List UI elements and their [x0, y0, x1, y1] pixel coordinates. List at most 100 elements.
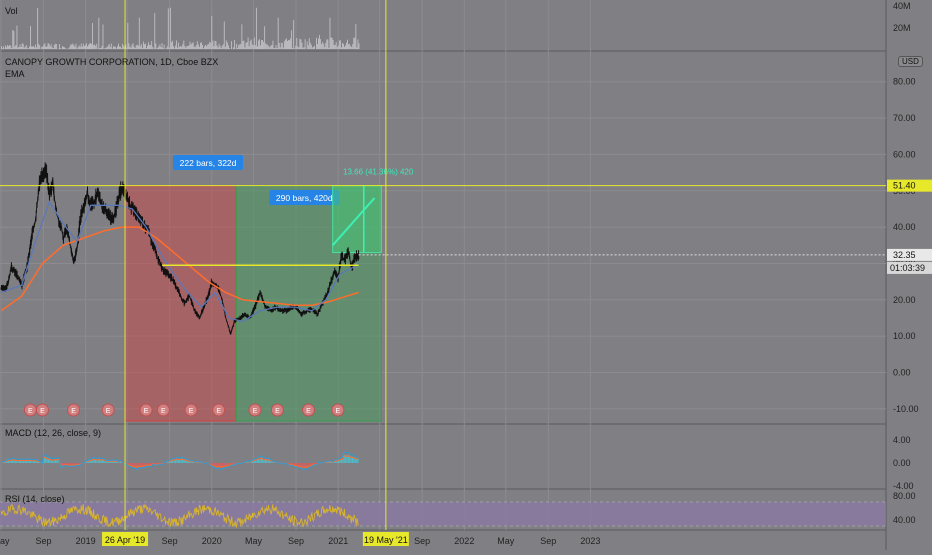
- volume-bar: [147, 46, 148, 49]
- x-tick-label: 2022: [454, 536, 474, 546]
- volume-bar: [45, 43, 46, 49]
- volume-bar: [317, 44, 318, 49]
- volume-bar: [47, 46, 48, 49]
- volume-bar: [140, 46, 141, 49]
- volume-bar: [144, 44, 145, 49]
- rsi-tick-label: 80.00: [893, 491, 916, 501]
- volume-bar: [74, 45, 75, 49]
- ema-indicator-label[interactable]: EMA: [5, 69, 25, 79]
- volume-bar: [313, 47, 314, 49]
- volume-bar: [162, 43, 163, 49]
- volume-bar: [341, 47, 342, 49]
- volume-bar: [65, 48, 66, 49]
- volume-bar: [55, 44, 56, 49]
- volume-bar: [53, 48, 54, 49]
- volume-bar: [286, 39, 287, 49]
- volume-bar: [164, 45, 165, 49]
- volume-bar: [6, 47, 7, 49]
- volume-bar: [347, 40, 348, 49]
- y-tick-label: -10.00: [893, 404, 919, 414]
- volume-bar: [196, 45, 197, 49]
- volume-bar: [82, 46, 83, 49]
- volume-bar: [220, 46, 221, 49]
- volume-bar: [112, 48, 113, 49]
- volume-bar: [25, 47, 26, 49]
- volume-bar: [132, 45, 133, 49]
- volume-bar: [171, 42, 172, 49]
- macd-histogram-bar: [358, 458, 359, 463]
- earnings-marker-label: E: [189, 408, 194, 415]
- volume-bar: [102, 46, 103, 49]
- volume-bar: [96, 44, 97, 49]
- volume-bar: [236, 44, 237, 49]
- volume-bar: [10, 46, 11, 49]
- volume-bar: [178, 43, 179, 49]
- volume-bar: [89, 44, 90, 49]
- volume-bar: [281, 43, 282, 49]
- volume-bar: [261, 40, 262, 49]
- volume-bar: [101, 48, 102, 49]
- volume-bar: [346, 43, 347, 49]
- volume-bar: [256, 8, 257, 49]
- volume-bar: [50, 46, 51, 49]
- volume-bar: [249, 46, 250, 49]
- volume-label[interactable]: Vol: [5, 6, 18, 16]
- volume-bar: [352, 44, 353, 49]
- rsi-label[interactable]: RSI (14, close): [5, 494, 65, 504]
- volume-bar: [94, 44, 95, 49]
- volume-bar: [93, 45, 94, 49]
- volume-bar: [68, 48, 69, 49]
- volume-bar: [273, 41, 274, 49]
- volume-bar: [86, 43, 87, 49]
- volume-bar: [106, 48, 107, 49]
- volume-bar: [265, 43, 266, 49]
- volume-bar: [254, 38, 255, 49]
- y-tick-label: 40.00: [893, 222, 916, 232]
- volume-bar: [338, 45, 339, 49]
- earnings-marker-label: E: [40, 408, 45, 415]
- volume-bar: [18, 48, 19, 49]
- volume-bar: [73, 43, 74, 49]
- volume-bar: [99, 48, 100, 49]
- volume-bar: [113, 46, 114, 49]
- volume-bar: [312, 48, 313, 49]
- volume-bar: [359, 43, 360, 49]
- volume-bar: [221, 48, 222, 49]
- volume-bar: [197, 41, 198, 49]
- macd-label[interactable]: MACD (12, 26, close, 9): [5, 428, 101, 438]
- range-label: 290 bars, 420d: [276, 193, 333, 203]
- volume-bar: [311, 45, 312, 49]
- y-tick-label: 80.00: [893, 77, 916, 87]
- volume-bar: [138, 45, 139, 49]
- volume-bar: [27, 48, 28, 49]
- volume-bar: [330, 18, 331, 49]
- x-tick-label: May: [0, 536, 10, 546]
- volume-bar: [146, 48, 147, 49]
- volume-bar: [205, 45, 206, 49]
- volume-bar: [319, 35, 320, 49]
- volume-bar: [301, 39, 302, 49]
- volume-bar: [159, 46, 160, 49]
- volume-bar: [252, 44, 253, 49]
- volume-bar: [336, 42, 337, 49]
- volume-bar: [211, 16, 212, 49]
- x-tick-label: 2020: [202, 536, 222, 546]
- volume-bar: [287, 41, 288, 49]
- volume-bar: [46, 47, 47, 49]
- volume-bar: [342, 43, 343, 49]
- volume-bar: [326, 39, 327, 49]
- earnings-marker-label: E: [336, 408, 341, 415]
- volume-bar: [14, 46, 15, 49]
- volume-bar: [152, 47, 153, 49]
- volume-bar: [91, 44, 92, 49]
- volume-bar: [248, 37, 249, 49]
- volume-bar: [12, 30, 13, 49]
- currency-badge[interactable]: USD: [898, 56, 923, 67]
- earnings-marker-label: E: [306, 408, 311, 415]
- volume-bar: [292, 48, 293, 49]
- volume-bar: [218, 47, 219, 49]
- volume-bar: [229, 48, 230, 49]
- x-tick-label: Sep: [162, 536, 178, 546]
